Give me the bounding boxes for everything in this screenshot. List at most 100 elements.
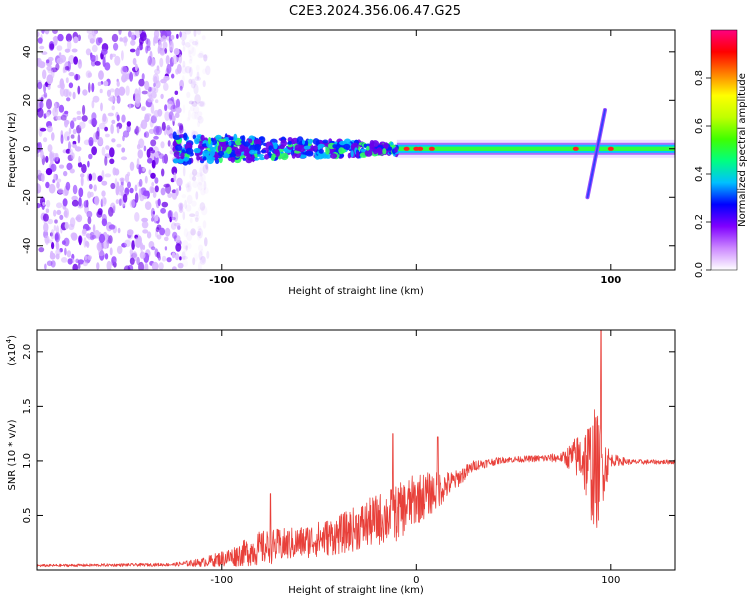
noise-blob xyxy=(138,261,145,270)
noise-blob xyxy=(65,61,68,68)
noise-blob xyxy=(104,173,112,178)
turbulent-blob xyxy=(219,141,227,148)
noise-blob xyxy=(111,105,115,111)
noise-blob xyxy=(161,255,167,262)
noise-blob xyxy=(204,162,209,170)
noise-blob xyxy=(196,115,202,121)
noise-blob xyxy=(119,177,125,182)
noise-blob xyxy=(182,211,186,221)
noise-blob xyxy=(192,181,199,188)
noise-blob xyxy=(67,40,72,51)
spectrogram-y-tick-label: 0 xyxy=(22,146,33,152)
turbulent-blob xyxy=(294,144,303,152)
noise-blob xyxy=(154,86,159,94)
noise-blob xyxy=(144,114,150,123)
noise-blob xyxy=(201,35,206,41)
noise-blob xyxy=(145,37,149,45)
noise-blob xyxy=(37,183,42,194)
noise-blob xyxy=(161,155,166,164)
spectrogram-heatmap xyxy=(37,30,675,270)
noise-blob xyxy=(191,46,196,57)
turbulent-blob xyxy=(338,147,345,155)
noise-blob xyxy=(95,130,100,140)
noise-blob xyxy=(54,219,58,224)
noise-blob xyxy=(121,147,126,153)
noise-blob xyxy=(162,41,168,50)
noise-blob xyxy=(151,181,155,187)
noise-blob xyxy=(175,243,182,252)
noise-blob xyxy=(197,111,203,117)
noise-blob xyxy=(87,255,92,260)
noise-blob xyxy=(96,242,102,251)
noise-blob xyxy=(116,95,121,104)
noise-blob xyxy=(41,173,45,183)
noise-blob xyxy=(40,97,44,103)
hot-spot xyxy=(417,146,424,151)
noise-blob xyxy=(161,168,165,177)
noise-blob xyxy=(189,66,193,78)
noise-blob xyxy=(114,87,120,98)
noise-blob xyxy=(122,130,130,138)
turbulent-blob xyxy=(339,140,347,146)
turbulent-blob xyxy=(239,144,245,152)
noise-blob xyxy=(71,48,78,53)
noise-blob xyxy=(178,54,183,64)
noise-blob xyxy=(190,78,196,89)
colorbar-frame xyxy=(710,29,738,271)
turbulent-blob xyxy=(202,150,210,157)
noise-blob xyxy=(39,127,47,132)
noise-blob xyxy=(51,132,55,141)
noise-blob xyxy=(153,109,160,118)
noise-blob xyxy=(163,75,170,81)
noise-blob xyxy=(151,261,159,270)
noise-blob xyxy=(184,66,192,74)
noise-blob xyxy=(139,242,144,250)
noise-blob xyxy=(56,178,62,183)
turbulent-blob xyxy=(260,149,267,153)
noise-blob xyxy=(142,167,146,172)
noise-blob xyxy=(138,188,142,198)
noise-blob xyxy=(116,143,122,148)
noise-blob xyxy=(144,201,152,211)
noise-blob xyxy=(182,60,186,68)
noise-blob xyxy=(152,191,157,198)
noise-blob xyxy=(182,240,189,250)
noise-blob xyxy=(77,85,81,95)
noise-blob xyxy=(125,187,130,195)
noise-blob xyxy=(82,228,87,235)
noise-blob xyxy=(137,149,144,159)
noise-blob xyxy=(192,175,197,182)
turbulent-blob xyxy=(182,156,189,162)
noise-blob xyxy=(39,45,45,50)
noise-blob xyxy=(94,61,101,66)
noise-blob xyxy=(175,253,180,261)
hot-spot xyxy=(403,146,410,151)
noise-blob xyxy=(181,194,187,199)
signal-streak-core xyxy=(586,109,606,199)
noise-blob xyxy=(90,59,96,67)
noise-blob xyxy=(91,100,95,109)
noise-blob xyxy=(37,31,40,37)
noise-blob xyxy=(173,211,179,222)
noise-blob xyxy=(151,217,154,222)
noise-blob xyxy=(185,42,191,48)
noise-blob xyxy=(77,259,85,265)
snr-frame xyxy=(36,329,676,571)
turbulent-blob xyxy=(196,155,201,161)
noise-blob xyxy=(37,107,44,118)
noise-blob xyxy=(101,196,107,207)
noise-blob xyxy=(104,126,108,132)
noise-blob xyxy=(186,91,191,99)
snr-y-tick-label: 1.5 xyxy=(22,398,33,414)
noise-blob xyxy=(81,115,88,122)
noise-blob xyxy=(120,156,128,161)
noise-blob xyxy=(157,198,161,207)
turbulent-blob xyxy=(305,150,314,157)
noise-blob xyxy=(194,94,201,104)
noise-blob xyxy=(172,55,178,65)
noise-blob xyxy=(108,224,116,230)
noise-blob xyxy=(176,63,182,74)
noise-blob xyxy=(181,65,187,74)
turbulent-blob xyxy=(202,156,207,161)
turbulent-blob xyxy=(234,150,242,157)
